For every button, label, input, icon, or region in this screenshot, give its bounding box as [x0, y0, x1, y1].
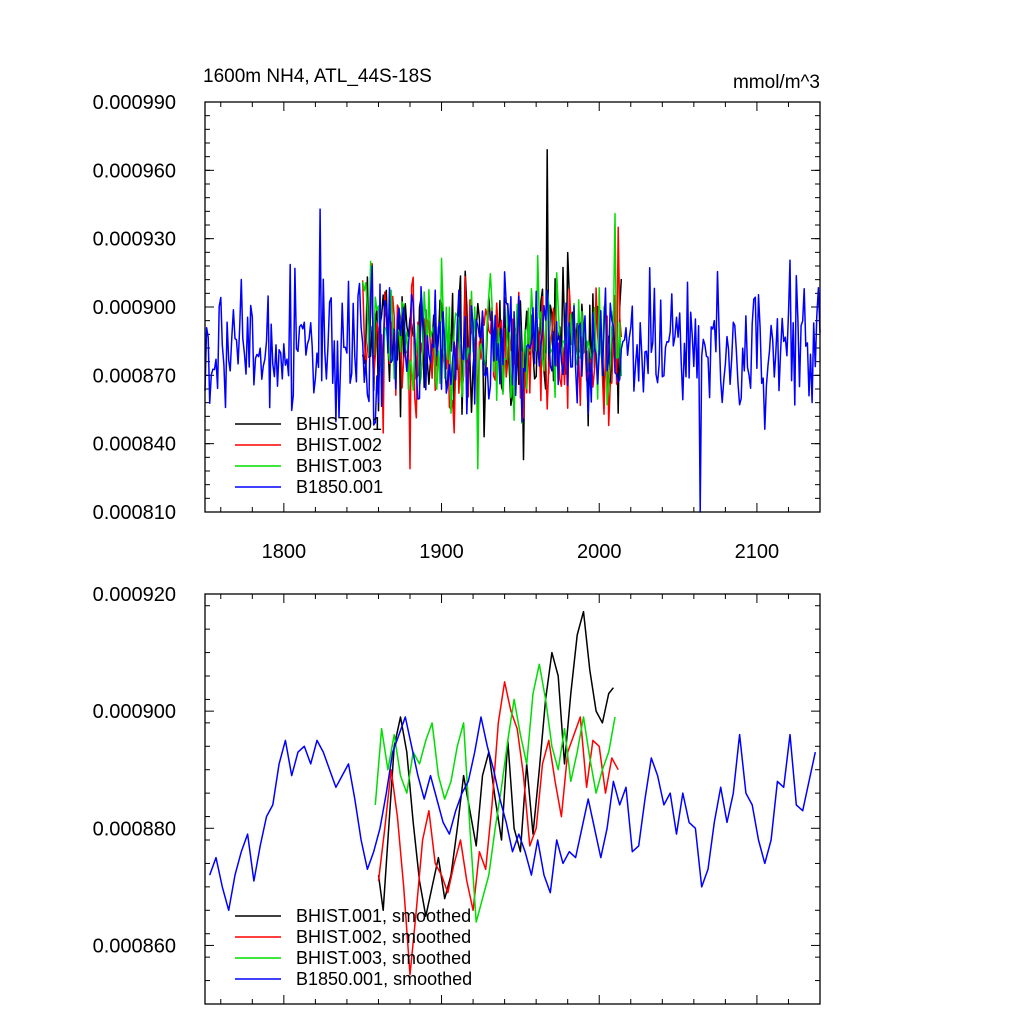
series-line-bhist-003-smoothed: [374, 663, 616, 923]
y-tick-label: 0.000900: [93, 297, 176, 319]
series-line-bhist-002-smoothed: [377, 681, 619, 976]
legend-label-b1850-001: B1850.001: [296, 477, 383, 497]
y-tick-label: 0.000870: [93, 365, 176, 387]
series-line-bhist-001-smoothed: [377, 610, 614, 917]
legend-label-bhist-001-smoothed: BHIST.001, smoothed: [296, 906, 471, 926]
y-tick-label: 0.000920: [93, 584, 176, 606]
panel-smoothed-timeseries: 0.000860 0.000880 0.000900 0.000920 BHIST.0…: [93, 584, 821, 1005]
top-axes: 1800 1900 2000 2100 0.000810 0.000840 0.000870…: [93, 92, 821, 563]
y-tick-label: 0.000810: [93, 502, 176, 524]
y-tick-label: 0.000960: [93, 160, 176, 182]
series-line-b1850-001-smoothed: [208, 716, 817, 912]
bottom-axes: 0.000860 0.000880 0.000900 0.000920: [93, 584, 821, 1005]
series-line-bhist-003: [361, 212, 623, 470]
y-tick-label: 0.000930: [93, 229, 176, 251]
panel-raw-timeseries: 1600m NH4, ATL_44S-18S mmol/m^3 1800 1900…: [93, 66, 821, 563]
legend-label-bhist-002-smoothed: BHIST.002, smoothed: [296, 927, 471, 947]
top-plot-frame: [204, 101, 821, 513]
x-tick-label: 1900: [419, 541, 464, 563]
chart-units: mmol/m^3: [733, 72, 820, 93]
y-tick-label: 0.000990: [93, 92, 176, 114]
x-tick-label: 2100: [735, 541, 780, 563]
x-tick-label: 1800: [262, 541, 307, 563]
y-tick-label: 0.000900: [93, 701, 176, 723]
bottom-series-group: [208, 610, 817, 976]
bottom-plot-frame: [204, 593, 821, 1005]
chart-title: 1600m NH4, ATL_44S-18S: [203, 66, 432, 87]
legend-label-bhist-003: BHIST.003: [296, 456, 382, 476]
x-tick-label: 2000: [577, 541, 622, 563]
legend-label-bhist-003-smoothed: BHIST.003, smoothed: [296, 948, 471, 968]
legend-label-b1850-001-smoothed: B1850.001, smoothed: [296, 969, 472, 989]
y-tick-label: 0.000840: [93, 434, 176, 456]
legend-label-bhist-001: BHIST.001: [296, 414, 382, 434]
legend-label-bhist-002: BHIST.002: [296, 435, 382, 455]
y-tick-label: 0.000860: [93, 935, 176, 957]
series-line-b1850-001: [204, 208, 821, 513]
top-series-group: [204, 149, 821, 513]
y-tick-label: 0.000880: [93, 818, 176, 840]
